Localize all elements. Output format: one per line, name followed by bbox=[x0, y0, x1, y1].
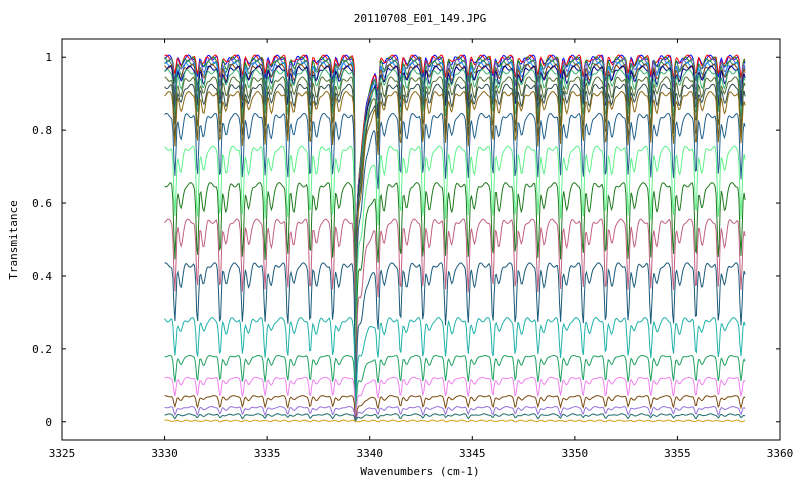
chart-title: 20110708_E01_149.JPG bbox=[354, 12, 486, 25]
series-line bbox=[164, 413, 746, 423]
series-layer bbox=[164, 54, 746, 423]
series-line bbox=[164, 90, 746, 304]
x-axis-label: Wavenumbers (cm-1) bbox=[360, 465, 479, 478]
series-line bbox=[164, 262, 746, 401]
x-tick-label: 3360 bbox=[767, 447, 794, 460]
series-line bbox=[164, 316, 746, 409]
series-line bbox=[164, 354, 746, 414]
series-line bbox=[164, 405, 746, 422]
series-line bbox=[164, 218, 746, 387]
x-tick-label: 3325 bbox=[49, 447, 76, 460]
y-tick-label: 0.8 bbox=[32, 124, 52, 137]
x-tick-label: 3345 bbox=[459, 447, 486, 460]
series-line bbox=[164, 76, 746, 296]
y-tick-label: 0 bbox=[45, 416, 52, 429]
x-axis: 3325 3330 3335 3340 3345 3350 3355 3360 bbox=[49, 39, 794, 460]
series-line bbox=[164, 69, 746, 286]
plot-frame bbox=[61, 38, 781, 441]
series-line bbox=[164, 395, 746, 421]
x-tick-label: 3340 bbox=[356, 447, 383, 460]
x-tick-label: 3355 bbox=[664, 447, 691, 460]
series-line bbox=[164, 145, 746, 354]
series-line bbox=[164, 419, 746, 423]
x-tick-label: 3335 bbox=[254, 447, 281, 460]
y-axis: 0 0.2 0.4 0.6 0.8 1 bbox=[32, 51, 780, 429]
y-tick-label: 0.4 bbox=[32, 270, 52, 283]
series-line bbox=[164, 182, 746, 374]
series-line bbox=[164, 112, 746, 327]
x-tick-label: 3350 bbox=[562, 447, 589, 460]
x-tick-label: 3330 bbox=[151, 447, 178, 460]
y-axis-label: Transmitance bbox=[7, 200, 20, 279]
series-line bbox=[164, 376, 746, 418]
series-line bbox=[164, 54, 746, 254]
y-tick-label: 0.6 bbox=[32, 197, 52, 210]
series-line bbox=[164, 83, 746, 303]
y-tick-label: 1 bbox=[45, 51, 52, 64]
y-tick-label: 0.2 bbox=[32, 343, 52, 356]
